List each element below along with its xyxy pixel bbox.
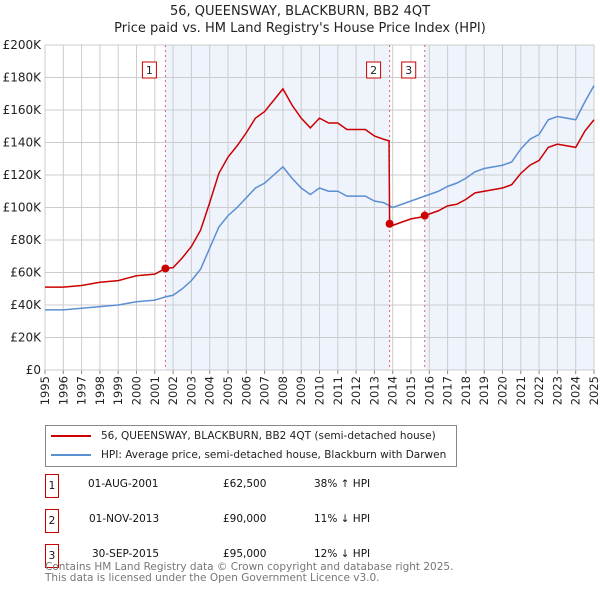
sale-date: 01-NOV-2013 [89, 513, 160, 525]
x-tick-label: 2004 [203, 376, 217, 405]
y-tick-label: £180K [3, 71, 43, 85]
x-tick-label: 2017 [441, 376, 455, 405]
legend-swatch-red [51, 435, 91, 437]
y-tick-label: £80K [10, 233, 42, 247]
x-tick-label: 1997 [75, 376, 89, 405]
sale-label-box [141, 61, 157, 79]
sale-hpi-diff: 11% ↓ HPI [314, 513, 371, 525]
y-tick-label: £200K [3, 38, 43, 52]
x-tick-label: 2001 [148, 376, 162, 405]
property-price-line [45, 87, 595, 288]
x-tick-label: 1998 [93, 376, 107, 405]
sale-label: 2 [370, 64, 377, 77]
x-tick-label: 2007 [258, 376, 272, 405]
sale-hpi-diff: 12% ↓ HPI [314, 548, 371, 560]
x-tick-label: 2008 [276, 376, 290, 405]
x-tick-label: 2010 [313, 376, 327, 405]
x-tick-label: 2000 [130, 376, 144, 405]
legend-item-property: 56, QUEENSWAY, BLACKBURN, BB2 4QT (semi-… [51, 427, 436, 445]
x-tick-label: 2016 [422, 376, 436, 405]
x-tick-label: 2003 [184, 376, 198, 405]
y-tick-label: £140K [3, 136, 43, 150]
sale-point [385, 219, 394, 228]
sale-marker-box: 1 [45, 474, 59, 498]
legend-item-hpi: HPI: Average price, semi-detached house,… [51, 446, 446, 464]
x-tick-label: 2005 [221, 376, 235, 405]
hpi-line [45, 85, 595, 311]
x-tick-label: 2012 [349, 376, 363, 405]
y-tick-label: £40K [10, 298, 42, 312]
footer: Contains HM Land Registry data © Crown c… [45, 562, 453, 584]
x-tick-label: 1995 [38, 376, 52, 405]
x-tick-label: 2018 [459, 376, 473, 405]
x-tick-label: 2002 [166, 376, 180, 405]
sale-date: 01-AUG-2001 [88, 478, 159, 490]
x-tick-label: 2019 [477, 376, 491, 405]
y-tick-label: £60K [10, 266, 42, 280]
y-tick-label: £100K [3, 201, 43, 215]
sale-price: £95,000 [223, 548, 267, 560]
x-tick-label: 2015 [404, 376, 418, 405]
sale-label-box [401, 61, 417, 79]
y-tick-label: £20K [10, 331, 42, 345]
chart-subtitle: Price paid vs. HM Land Registry's House … [114, 21, 486, 36]
sale-label: 1 [146, 64, 153, 77]
x-tick-label: 1996 [56, 376, 70, 405]
y-tick-label: £0 [26, 363, 41, 377]
x-tick-label: 2006 [239, 376, 253, 405]
x-tick-label: 2009 [294, 376, 308, 405]
sale-label: 3 [405, 64, 412, 77]
sale-label-box [366, 61, 382, 79]
sale-price: £62,500 [223, 478, 267, 490]
legend: 56, QUEENSWAY, BLACKBURN, BB2 4QT (semi-… [45, 425, 457, 467]
sale-date: 30-SEP-2015 [92, 548, 160, 560]
x-tick-label: 2021 [514, 376, 528, 405]
x-tick-label: 2020 [496, 376, 510, 405]
x-tick-label: 1999 [111, 376, 125, 405]
sale-marker-box: 2 [45, 509, 59, 533]
footer-line-2: This data is licensed under the Open Gov… [45, 572, 380, 584]
footer-line-1: Contains HM Land Registry data © Crown c… [45, 561, 454, 573]
price-chart: 1995 1996 1997 1998 1999 2000 2001 2002 2003 2004… [3, 38, 600, 405]
x-tick-label: 2014 [386, 376, 400, 405]
legend-label: HPI: Average price, semi-detached house,… [101, 449, 447, 461]
x-tick-label: 2025 [587, 376, 600, 405]
legend-swatch-blue [51, 454, 91, 456]
sale-price: £90,000 [223, 513, 267, 525]
sale-point [161, 264, 170, 273]
y-tick-label: £120K [3, 168, 43, 182]
sale-marker-box: 3 [45, 544, 59, 568]
x-tick-label: 2013 [367, 376, 381, 405]
legend-label: 56, QUEENSWAY, BLACKBURN, BB2 4QT (semi-… [101, 430, 436, 442]
sale-hpi-diff: 38% ↑ HPI [314, 478, 371, 490]
chart-title: 56, QUEENSWAY, BLACKBURN, BB2 4QT [169, 4, 431, 19]
x-tick-label: 2024 [569, 376, 583, 405]
x-tick-label: 2011 [331, 376, 345, 405]
sale-point [420, 211, 429, 220]
y-tick-label: £160K [3, 103, 43, 117]
x-tick-label: 2022 [532, 376, 546, 405]
x-tick-label: 2023 [550, 376, 564, 405]
